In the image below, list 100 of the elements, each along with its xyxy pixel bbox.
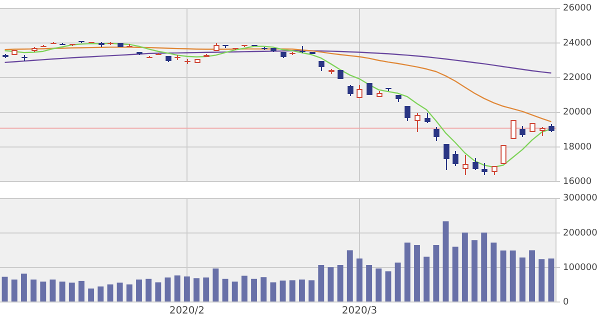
bar	[11, 280, 18, 302]
bar	[164, 277, 171, 302]
bar	[212, 268, 219, 302]
bar	[2, 276, 8, 302]
candlestick	[222, 45, 228, 48]
candlestick	[386, 88, 392, 92]
y-tick-label: 26000	[563, 4, 592, 14]
bar	[356, 258, 362, 302]
candlestick	[492, 166, 498, 176]
bar	[30, 280, 37, 302]
candlestick	[280, 52, 286, 58]
candlestick	[396, 95, 402, 102]
candlestick	[166, 56, 172, 62]
bar	[116, 282, 123, 302]
y-tick-label: 24000	[563, 38, 592, 48]
candlestick	[472, 158, 478, 170]
bar	[298, 280, 305, 302]
bar	[328, 267, 334, 302]
bar	[519, 257, 526, 302]
candlestick	[540, 126, 546, 136]
bar	[174, 275, 180, 302]
y-tick-label: 22000	[563, 73, 592, 84]
bar	[308, 280, 315, 302]
bar	[107, 284, 114, 302]
candlestick	[290, 52, 296, 56]
bar	[481, 232, 488, 302]
bar	[289, 280, 296, 302]
candlestick	[328, 68, 334, 74]
bar	[337, 265, 344, 302]
bar	[280, 280, 286, 302]
y-tick-label: 18000	[563, 142, 592, 152]
bar	[366, 265, 372, 302]
bar	[548, 258, 554, 302]
bar	[155, 282, 162, 302]
candlestick	[414, 112, 420, 132]
bar	[442, 221, 449, 302]
bar	[529, 250, 536, 302]
bar	[98, 286, 104, 302]
bar	[414, 245, 420, 302]
bar	[510, 250, 516, 302]
candlestick	[520, 126, 526, 138]
candlestick	[424, 112, 430, 124]
bar	[376, 268, 382, 302]
bar	[78, 280, 84, 302]
candlestick	[98, 42, 104, 48]
bar	[500, 250, 506, 302]
x-tick-label: 2020/3	[342, 306, 378, 317]
candlestick	[548, 124, 554, 132]
y-tick-label: 20000	[563, 108, 592, 118]
candlestick	[136, 52, 142, 56]
candlestick	[184, 58, 190, 64]
candlestick	[348, 84, 354, 96]
candlestick	[318, 61, 324, 72]
bar	[40, 282, 46, 302]
candlestick	[376, 90, 382, 97]
candlestick	[444, 144, 450, 170]
bar	[146, 278, 152, 302]
bar	[251, 278, 258, 302]
bar	[538, 259, 545, 302]
y-tick-label: 0	[563, 297, 569, 308]
candlestick	[462, 154, 468, 176]
bar	[260, 277, 267, 302]
bar	[270, 282, 276, 302]
y-tick-label: 200000	[563, 228, 598, 238]
candlestick	[204, 54, 210, 57]
bar	[194, 278, 200, 302]
bar	[88, 288, 94, 302]
candlestick	[32, 46, 38, 52]
bar	[318, 265, 324, 302]
bar	[346, 250, 353, 302]
candlestick	[452, 150, 458, 166]
bar	[20, 274, 27, 302]
bar	[203, 277, 210, 302]
bar	[126, 284, 132, 302]
bar	[59, 282, 66, 302]
candlestick	[482, 162, 488, 176]
candlestick	[404, 106, 410, 122]
bar	[385, 271, 392, 302]
bar	[184, 276, 190, 302]
x-tick-label: 2020/2	[169, 306, 205, 317]
candlestick	[2, 54, 8, 58]
candlestick	[214, 42, 220, 51]
candlestick	[356, 84, 362, 98]
candlestick	[434, 126, 440, 142]
candlestick	[270, 48, 276, 52]
y-tick-label: 300000	[563, 194, 598, 204]
bar	[433, 245, 440, 302]
bar	[222, 278, 228, 302]
bar	[424, 256, 430, 302]
bar	[452, 246, 458, 302]
y-tick-label: 16000	[563, 176, 592, 187]
bar	[404, 242, 410, 302]
bar	[394, 262, 401, 302]
bar	[136, 280, 142, 302]
bar	[462, 232, 468, 302]
bar	[490, 242, 497, 302]
bar	[241, 276, 248, 302]
y-tick-label: 100000	[563, 262, 598, 273]
candlestick	[174, 54, 180, 60]
bar	[50, 280, 56, 302]
